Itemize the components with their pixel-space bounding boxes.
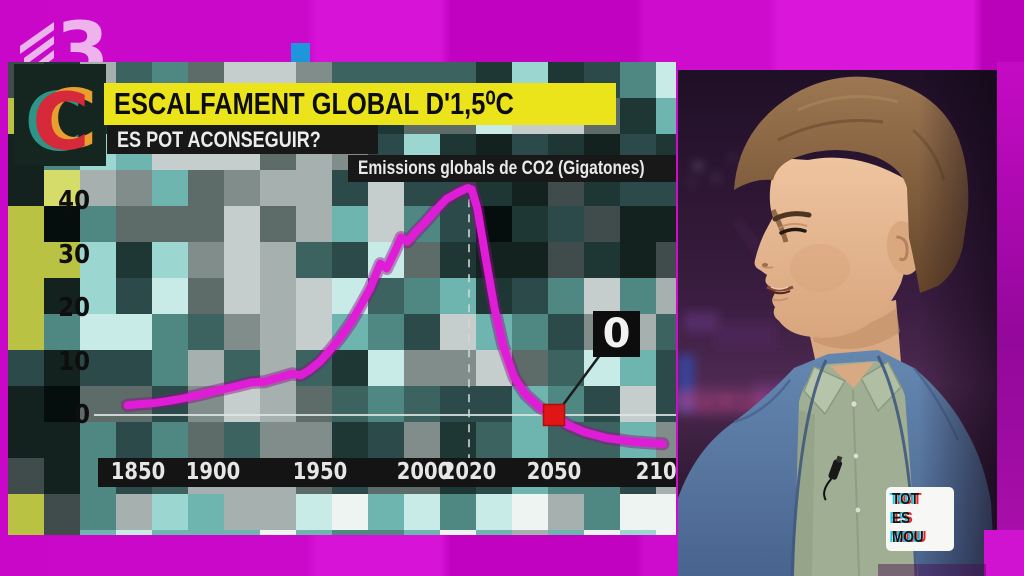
chart-title-text: Emissions globals de CO2 (Gigatones) <box>358 157 645 179</box>
headline-secondary-text: ES POT ACONSEGUIR? <box>117 126 321 152</box>
zero-annotation-label: 0 <box>602 311 631 357</box>
person-eyebrow <box>772 211 812 222</box>
x-tick: 2020 <box>441 459 497 485</box>
headline-primary-banner: ESCALFAMENT GLOBAL D'1,5⁰C <box>104 83 616 125</box>
c-logo-block: C C C <box>14 64 106 166</box>
person-face <box>754 157 910 338</box>
bottom-right-shade <box>878 564 986 576</box>
x-tick: 2050 <box>526 459 582 485</box>
c-logo-red-layer: C <box>32 78 89 166</box>
chart-panel: C C C ESCALFAMENT GLOBAL D'1,5⁰C ES POT … <box>8 62 676 535</box>
y-tick: 10 <box>58 346 90 377</box>
emissions-chart <box>94 181 676 458</box>
shirt-collar-right <box>860 360 902 413</box>
blazer-lapel-left <box>790 359 828 576</box>
shirt-button <box>854 506 862 514</box>
shirt-button <box>852 452 860 460</box>
headline-primary-text: ESCALFAMENT GLOBAL D'1,5⁰C <box>114 86 514 121</box>
y-tick: 0 <box>74 400 90 430</box>
annotation-connector-line <box>558 354 602 410</box>
zero-marker <box>542 403 566 427</box>
x-tick: 1850 <box>110 459 166 485</box>
logo-line-2: ES <box>892 510 911 527</box>
c-logo-orange-layer: C <box>39 73 98 166</box>
emissions-line-glow <box>121 181 670 451</box>
y-tick: 40 <box>58 186 90 217</box>
y-tick: 30 <box>58 239 90 270</box>
person-mouth <box>766 285 794 292</box>
x-tick: 2000 <box>396 459 452 485</box>
blue-accent-square <box>291 43 310 62</box>
shirt-placket <box>852 389 860 576</box>
bottom-right-magenta-block <box>984 530 1024 576</box>
x-tick: 1900 <box>185 459 241 485</box>
person-hair <box>734 76 969 294</box>
c-logo-teal-layer: C <box>25 76 84 166</box>
shirt-collar-left <box>803 365 847 416</box>
shirt-button <box>850 400 858 408</box>
guest-person <box>678 76 995 576</box>
studio-video-panel: TOT ES MOU <box>678 70 997 576</box>
x-tick: 1950 <box>292 459 348 485</box>
headline-secondary-banner: ES POT ACONSEGUIR? <box>107 125 378 154</box>
right-magenta-strip <box>997 62 1024 576</box>
totesmou-program-logo: TOT ES MOU <box>886 487 954 551</box>
chart-title-banner: Emissions globals de CO2 (Gigatones) <box>348 155 676 182</box>
emissions-line <box>123 184 667 448</box>
zero-annotation-box: 0 <box>593 311 640 357</box>
logo-line-1: TOT <box>892 491 919 508</box>
y-tick: 20 <box>58 293 90 324</box>
lavalier-mic <box>823 455 843 501</box>
person-eye <box>779 227 807 235</box>
logo-line-3: MOU <box>892 529 924 546</box>
